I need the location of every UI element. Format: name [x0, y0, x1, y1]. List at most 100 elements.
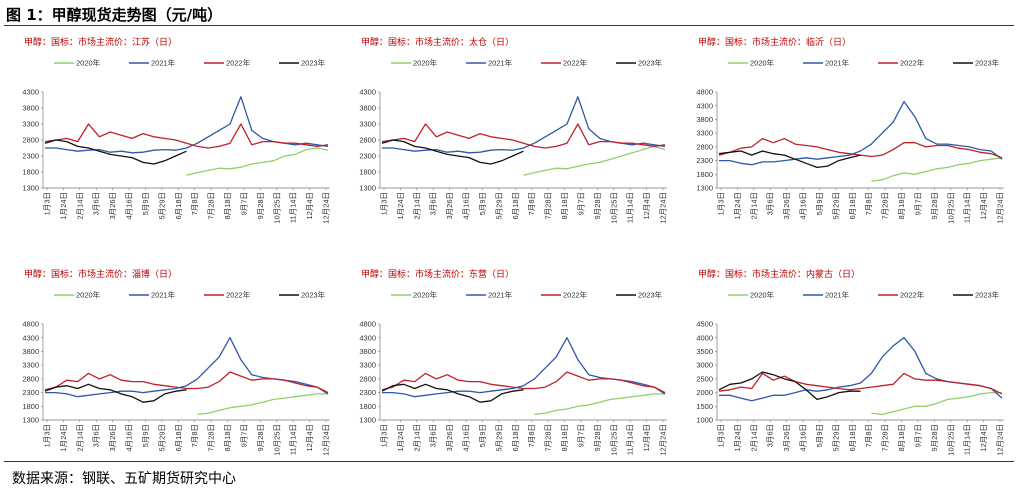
x-tick-label: 10月25日	[609, 192, 618, 224]
chart-title: 甲醇：国标：市场主流价：太仓（日）	[361, 36, 514, 48]
x-tick-label: 4月16日	[462, 424, 471, 452]
x-tick-label: 3月6日	[429, 192, 438, 215]
series-line-2023年	[381, 139, 524, 165]
x-tick-label: 3月6日	[92, 424, 101, 447]
x-tick-label: 5月9日	[141, 424, 150, 447]
chart-panel-zibo: 甲醇：国标：市场主流价：淄博（日） 2020年 2021年 2022年 2023年 130…	[0, 262, 335, 474]
y-tick-label: 1800	[359, 168, 376, 177]
x-tick-label: 9月7日	[239, 424, 248, 447]
legend-label: 2023年	[638, 58, 663, 68]
y-tick-label: 4800	[359, 320, 376, 329]
x-tick-label: 8月18日	[223, 192, 232, 220]
chart-panel-neimenggu: 甲醇：国标：市场主流价：内蒙古（日） 2020年 2021年 2022年 2023年 10…	[674, 262, 1009, 474]
x-tick-label: 5月9日	[141, 192, 150, 215]
y-tick-label: 3800	[22, 104, 39, 113]
x-tick-label: 6月18日	[174, 424, 183, 452]
legend-label: 2022年	[226, 290, 251, 300]
y-tick-label: 1300	[696, 184, 713, 193]
y-tick-label: 2300	[696, 156, 713, 165]
legend-label: 2021年	[825, 290, 850, 300]
x-tick-label: 12月24日	[659, 192, 668, 224]
x-tick-label: 3月26日	[782, 192, 791, 220]
x-tick-label: 1月3日	[380, 424, 389, 447]
y-tick-label: 1000	[696, 416, 713, 425]
x-tick-label: 4月16日	[799, 424, 808, 452]
x-tick-label: 7月8日	[864, 424, 873, 447]
y-tick-label: 2300	[359, 152, 376, 161]
legend-label: 2020年	[76, 58, 101, 68]
legend-label: 2023年	[975, 290, 1000, 300]
x-tick-label: 1月3日	[717, 192, 726, 215]
legend-label: 2020年	[76, 290, 101, 300]
legend-label: 2023年	[301, 58, 326, 68]
x-tick-label: 1月24日	[733, 424, 742, 452]
y-tick-label: 3300	[22, 361, 39, 370]
x-tick-label: 1月3日	[43, 424, 52, 447]
x-tick-label: 11月14日	[963, 192, 972, 223]
x-tick-label: 1月24日	[396, 424, 405, 452]
y-tick-label: 1800	[696, 170, 713, 179]
x-tick-label: 10月25日	[609, 424, 618, 456]
x-tick-label: 12月4日	[305, 192, 314, 220]
chart-title: 甲醇：国标：市场主流价：内蒙古（日）	[698, 268, 860, 280]
y-tick-label: 4800	[696, 88, 713, 97]
chart-title: 甲醇：国标：市场主流价：东营（日）	[361, 268, 514, 280]
x-tick-label: 5月9日	[815, 424, 824, 447]
y-tick-label: 4300	[696, 101, 713, 110]
series-line-2020年	[871, 391, 1002, 416]
x-tick-label: 6月18日	[174, 192, 183, 220]
x-tick-label: 11月14日	[626, 424, 635, 455]
y-tick-label: 1300	[359, 416, 376, 425]
legend-label: 2020年	[750, 58, 775, 68]
x-tick-label: 7月28日	[881, 424, 890, 452]
x-tick-label: 8月18日	[560, 424, 569, 452]
y-tick-label: 4300	[359, 88, 376, 97]
x-tick-label: 3月6日	[92, 192, 101, 215]
x-tick-label: 7月8日	[190, 424, 199, 447]
x-tick-label: 7月28日	[207, 424, 216, 452]
x-tick-label: 6月18日	[511, 424, 520, 452]
y-tick-label: 4300	[22, 333, 39, 342]
legend-label: 2022年	[900, 58, 925, 68]
x-tick-label: 2月14日	[412, 192, 421, 220]
legend-label: 2023年	[975, 58, 1000, 68]
x-tick-label: 2月14日	[749, 192, 758, 220]
y-tick-label: 3800	[696, 115, 713, 124]
x-tick-label: 9月7日	[913, 424, 922, 447]
chart-panel-dongying: 甲醇：国标：市场主流价：东营（日） 2020年 2021年 2022年 2023年 130…	[337, 262, 672, 474]
x-tick-label: 1月3日	[380, 192, 389, 215]
series-line-2021年	[719, 100, 1003, 166]
y-tick-label: 1800	[22, 168, 39, 177]
x-tick-label: 2月14日	[75, 424, 84, 452]
x-tick-label: 8月18日	[560, 192, 569, 220]
y-tick-label: 4800	[22, 320, 39, 329]
legend-label: 2021年	[825, 58, 850, 68]
legend-label: 2020年	[750, 290, 775, 300]
chart-panel-jiangsu: 甲醇：国标：市场主流价：江苏（日） 2020年 2021年 2022年 2023年 130…	[0, 30, 335, 242]
x-tick-label: 2月14日	[75, 192, 84, 220]
x-tick-label: 12月24日	[322, 424, 331, 456]
x-tick-label: 9月28日	[593, 192, 602, 220]
x-tick-label: 2月14日	[412, 424, 421, 452]
x-tick-label: 3月26日	[108, 192, 117, 220]
x-tick-label: 2月14日	[749, 424, 758, 452]
y-tick-label: 2300	[22, 152, 39, 161]
x-tick-label: 7月28日	[544, 192, 553, 220]
legend-label: 2021年	[151, 290, 176, 300]
y-tick-label: 4300	[22, 88, 39, 97]
series-line-2022年	[718, 372, 1003, 395]
x-tick-label: 7月8日	[527, 192, 536, 215]
y-tick-label: 4500	[696, 320, 713, 329]
source-note: 数据来源：钢联、五矿期货研究中心	[12, 471, 236, 487]
x-tick-label: 3月26日	[445, 424, 454, 452]
chart-svg: 甲醇：国标：市场主流价：淄博（日） 2020年 2021年 2022年 2023年 130…	[22, 268, 331, 456]
y-tick-label: 2500	[696, 374, 713, 383]
chart-svg: 甲醇：国标：市场主流价：太仓（日） 2020年 2021年 2022年 2023年 130…	[359, 36, 668, 224]
x-tick-label: 12月24日	[996, 424, 1005, 456]
x-tick-label: 6月18日	[848, 424, 857, 452]
x-tick-label: 1月3日	[717, 424, 726, 447]
x-tick-label: 7月28日	[207, 192, 216, 220]
x-tick-label: 3月26日	[782, 424, 791, 452]
legend-label: 2021年	[488, 58, 513, 68]
x-tick-label: 5月29日	[157, 192, 166, 220]
